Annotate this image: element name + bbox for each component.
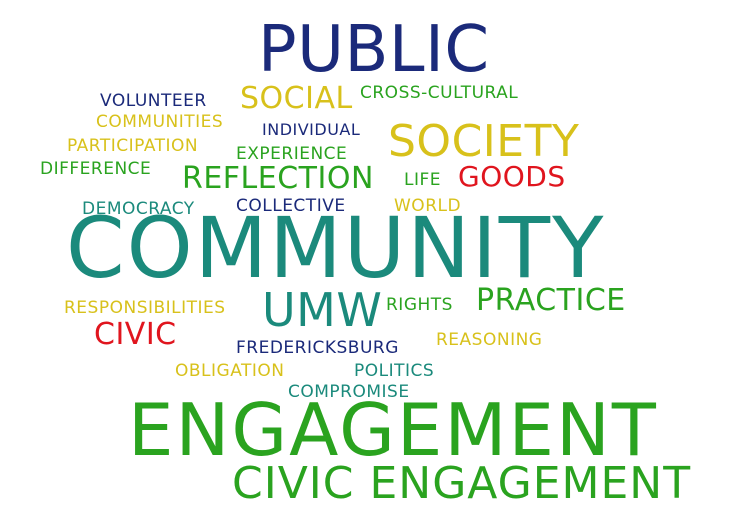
word-compromise: COMPROMISE xyxy=(288,382,410,402)
word-world: WORLD xyxy=(394,196,462,216)
word-society: SOCIETY xyxy=(388,116,580,167)
word-difference: DIFFERENCE xyxy=(40,159,152,179)
word-reflection: REFLECTION xyxy=(182,161,374,196)
word-politics: POLITICS xyxy=(354,361,435,381)
word-democracy: DEMOCRACY xyxy=(82,199,195,219)
word-rights: RIGHTS xyxy=(386,295,453,315)
word-participation: PARTICIPATION xyxy=(67,136,199,156)
word-volunteer: VOLUNTEER xyxy=(100,91,207,111)
word-civic: CIVIC xyxy=(94,317,177,352)
word-life: LIFE xyxy=(404,170,442,190)
word-engagement: ENGAGEMENT xyxy=(128,388,658,472)
word-community: COMMUNITY xyxy=(66,199,606,297)
word-reasoning: REASONING xyxy=(436,330,543,350)
word-social: SOCIAL xyxy=(240,81,353,116)
word-goods: GOODS xyxy=(458,160,566,193)
word-civic-engagement: CIVIC ENGAGEMENT xyxy=(232,458,692,509)
word-public: PUBLIC xyxy=(258,13,490,87)
word-umw: UMW xyxy=(262,283,383,337)
word-cross-cultural: CROSS-CULTURAL xyxy=(360,83,519,103)
word-practice: PRACTICE xyxy=(476,283,626,318)
word-experience: EXPERIENCE xyxy=(236,144,348,164)
word-communities: COMMUNITIES xyxy=(96,112,224,132)
word-individual: INDIVIDUAL xyxy=(262,120,361,139)
word-collective: COLLECTIVE xyxy=(236,196,346,216)
word-responsibilities: RESPONSIBILITIES xyxy=(64,298,226,318)
word-obligation: OBLIGATION xyxy=(175,361,285,381)
word-fredericksburg: FREDERICKSBURG xyxy=(236,338,399,358)
